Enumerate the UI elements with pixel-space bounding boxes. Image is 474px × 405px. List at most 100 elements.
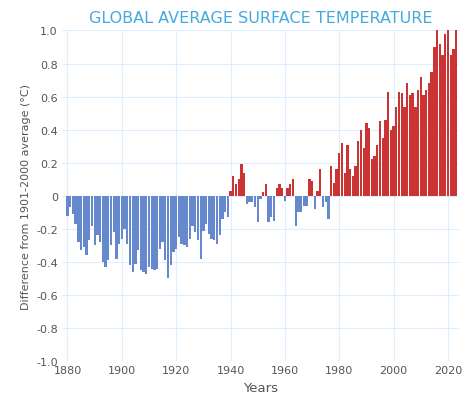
Bar — [409, 96, 411, 196]
Bar — [365, 124, 367, 196]
Y-axis label: Difference from 1901-2000 average (°C): Difference from 1901-2000 average (°C) — [20, 83, 31, 309]
Bar — [308, 180, 310, 196]
Bar — [208, 196, 210, 234]
Bar — [227, 196, 229, 218]
Bar — [104, 196, 107, 267]
Bar — [259, 196, 262, 200]
Bar — [229, 192, 232, 196]
Bar — [164, 196, 166, 261]
Bar — [314, 196, 316, 209]
Bar — [433, 48, 436, 196]
Bar — [346, 145, 348, 196]
Bar — [374, 157, 376, 196]
Bar — [72, 196, 74, 215]
Bar — [183, 196, 185, 246]
Bar — [303, 196, 305, 206]
Bar — [338, 153, 340, 196]
Bar — [292, 180, 294, 196]
Bar — [441, 56, 444, 196]
Bar — [455, 3, 457, 196]
Bar — [96, 196, 99, 236]
Bar — [275, 188, 278, 196]
Bar — [284, 196, 286, 201]
Bar — [170, 196, 172, 266]
Bar — [77, 196, 80, 243]
Bar — [319, 170, 321, 196]
Bar — [112, 196, 115, 232]
Title: GLOBAL AVERAGE SURFACE TEMPERATURE: GLOBAL AVERAGE SURFACE TEMPERATURE — [89, 11, 432, 26]
Bar — [126, 196, 128, 244]
Bar — [148, 196, 150, 267]
Bar — [395, 107, 398, 196]
Bar — [159, 196, 161, 249]
Bar — [115, 196, 118, 259]
Bar — [270, 196, 273, 218]
Bar — [411, 94, 414, 196]
Bar — [305, 196, 308, 206]
Bar — [325, 196, 327, 203]
Bar — [297, 196, 300, 213]
Bar — [248, 196, 251, 203]
Bar — [300, 196, 302, 213]
Bar — [349, 170, 351, 196]
Bar — [278, 185, 281, 196]
Bar — [175, 196, 177, 249]
Bar — [449, 56, 452, 196]
Bar — [145, 196, 147, 274]
Bar — [436, 30, 438, 196]
Bar — [406, 84, 408, 196]
Bar — [376, 145, 378, 196]
Bar — [200, 196, 202, 259]
Bar — [352, 177, 354, 196]
Bar — [82, 196, 85, 247]
Bar — [330, 166, 332, 196]
Bar — [398, 92, 400, 196]
Bar — [273, 196, 275, 221]
Bar — [202, 196, 205, 231]
Bar — [91, 196, 93, 226]
Bar — [107, 196, 109, 261]
Bar — [80, 196, 82, 251]
Bar — [134, 196, 137, 264]
Bar — [267, 196, 270, 223]
Bar — [281, 188, 283, 196]
Bar — [189, 196, 191, 239]
Bar — [382, 139, 384, 196]
Bar — [262, 193, 264, 196]
Bar — [387, 92, 389, 196]
Bar — [344, 173, 346, 196]
Bar — [322, 196, 324, 208]
Bar — [151, 196, 153, 269]
Bar — [419, 77, 422, 196]
Bar — [210, 196, 213, 239]
Bar — [363, 149, 365, 196]
Bar — [237, 180, 240, 196]
Bar — [264, 185, 267, 196]
Bar — [219, 196, 221, 236]
Bar — [99, 196, 101, 243]
Bar — [110, 196, 112, 246]
Bar — [327, 196, 329, 220]
Bar — [414, 107, 417, 196]
Bar — [156, 196, 158, 269]
Bar — [74, 196, 77, 224]
Bar — [101, 196, 104, 262]
Bar — [368, 129, 370, 196]
Bar — [194, 196, 196, 232]
Bar — [224, 196, 226, 213]
Bar — [69, 196, 72, 208]
Bar — [390, 130, 392, 196]
Bar — [286, 188, 289, 196]
Bar — [181, 196, 183, 244]
Bar — [213, 196, 215, 241]
Bar — [401, 94, 403, 196]
Bar — [235, 185, 237, 196]
Bar — [66, 196, 69, 216]
Bar — [243, 173, 246, 196]
Bar — [447, 28, 449, 196]
Bar — [137, 196, 139, 251]
Bar — [123, 196, 126, 229]
Bar — [173, 196, 174, 252]
Bar — [121, 196, 123, 239]
Bar — [205, 196, 207, 224]
